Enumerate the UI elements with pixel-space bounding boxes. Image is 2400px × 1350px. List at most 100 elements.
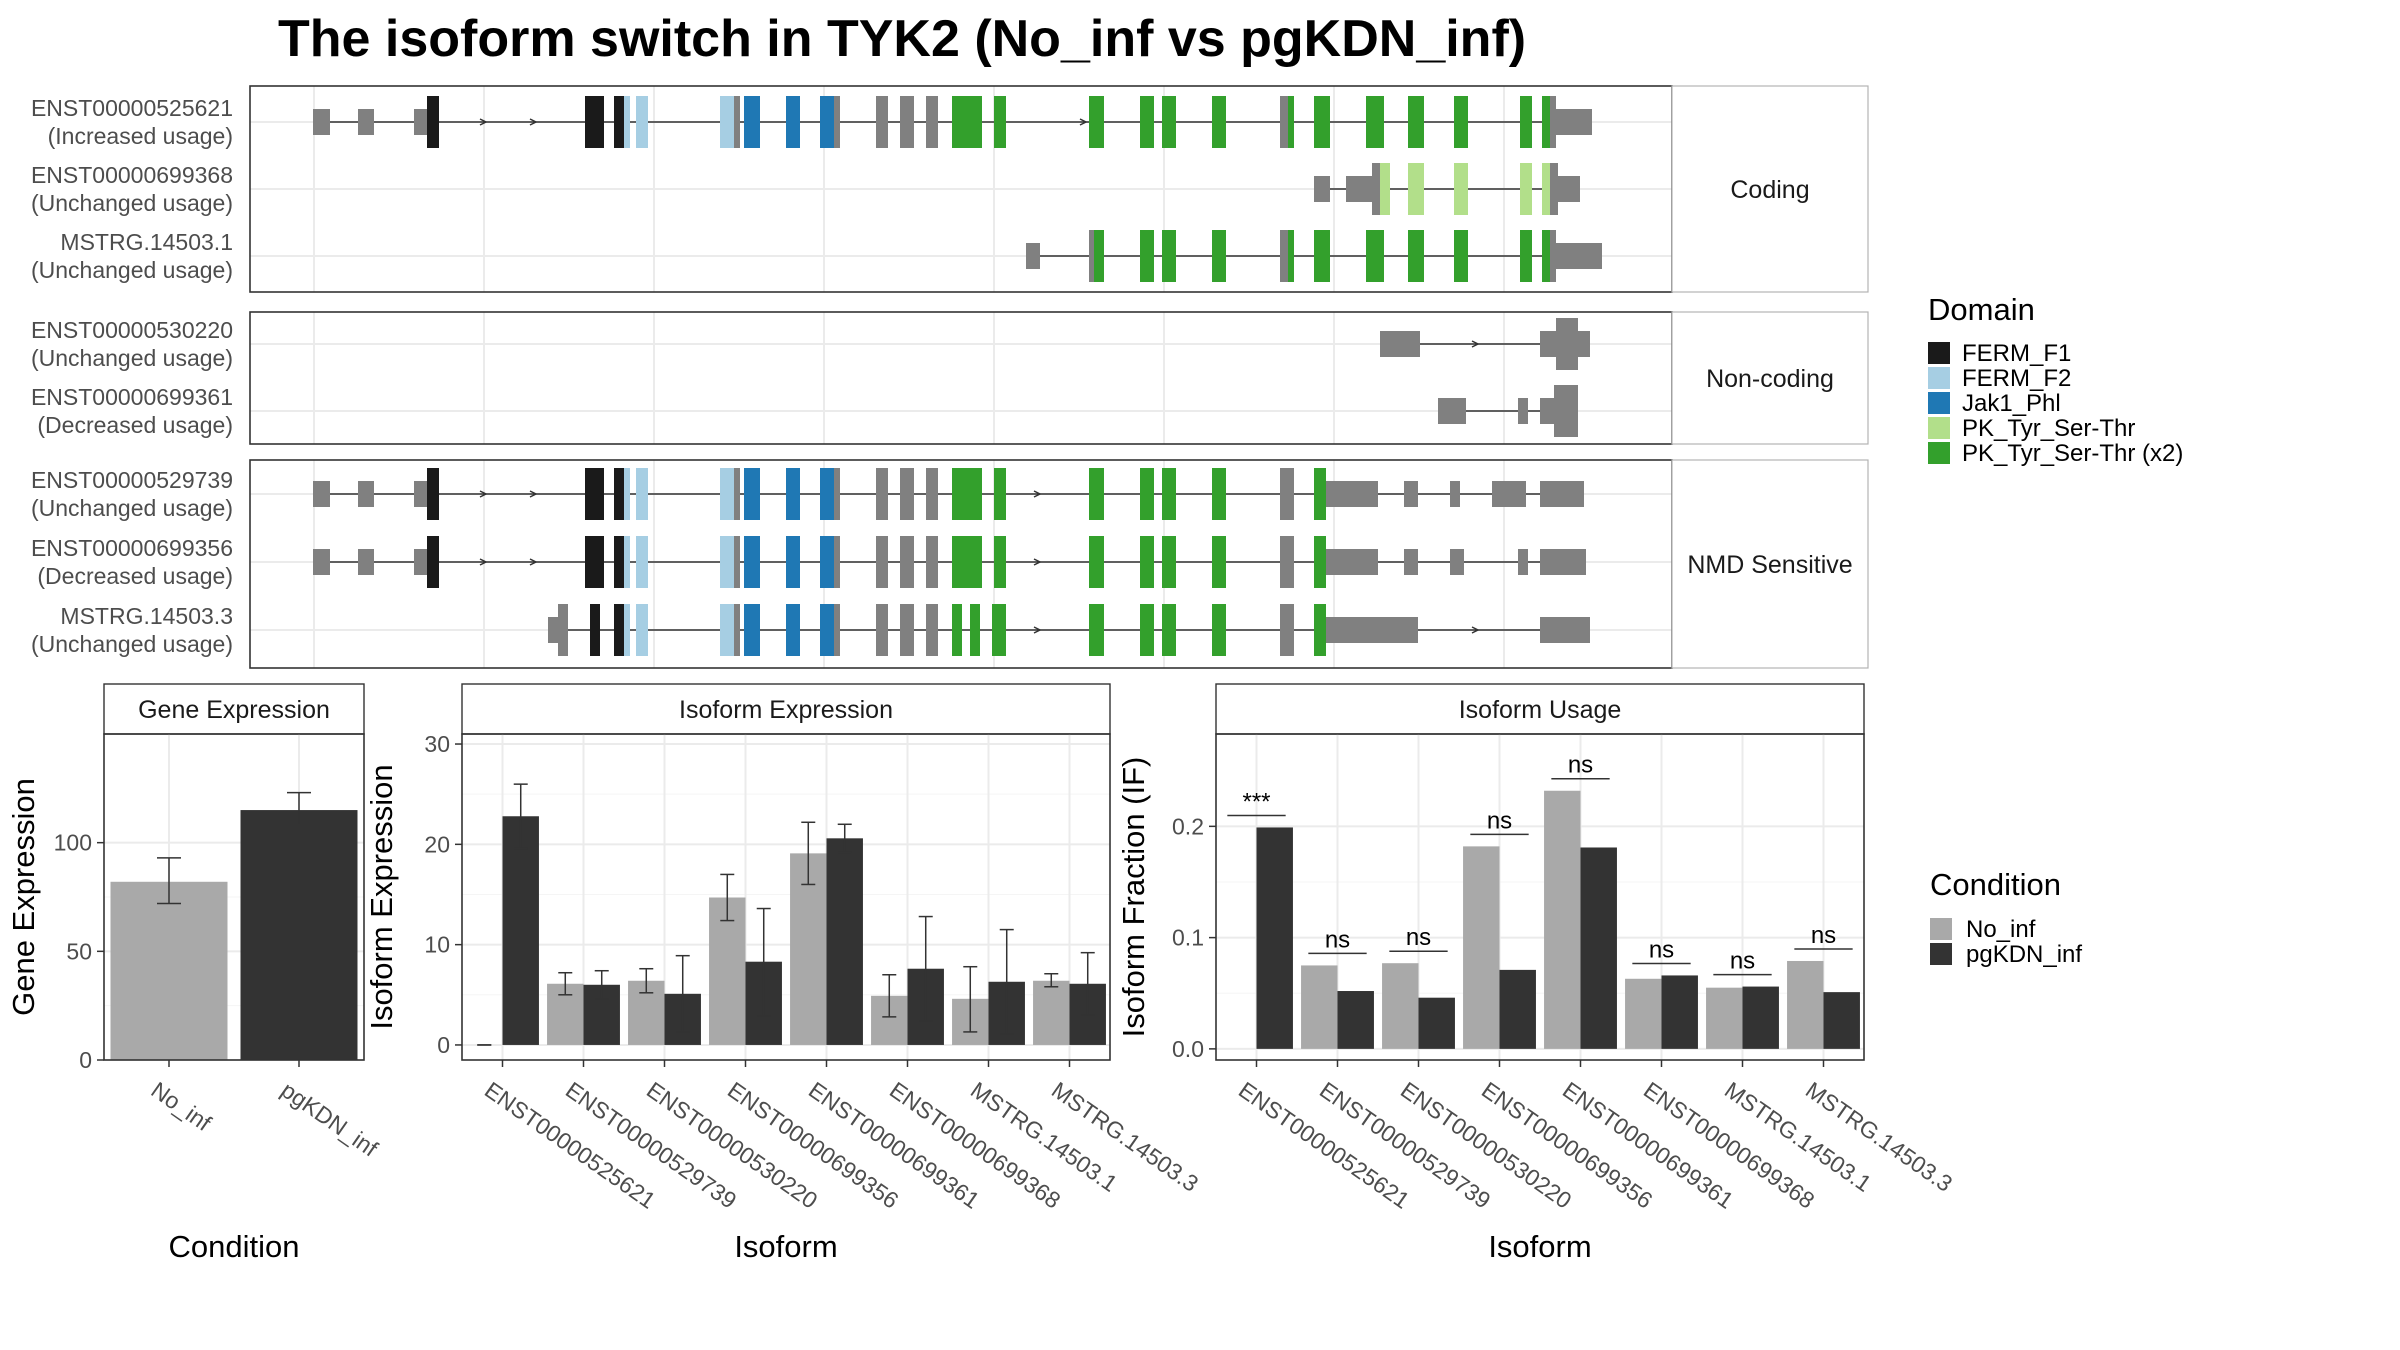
bar — [1706, 987, 1743, 1049]
strand-arrow — [479, 490, 488, 498]
significance-label: ns — [1811, 922, 1836, 949]
bar — [826, 838, 863, 1045]
exon-utr — [1404, 481, 1418, 507]
y-axis-title: Gene Expression — [6, 778, 41, 1016]
bar — [1256, 827, 1293, 1049]
significance-label: *** — [1242, 788, 1270, 815]
exon-domain — [820, 468, 834, 520]
exon-domain — [1212, 230, 1226, 282]
exon-domain — [1454, 163, 1468, 215]
exon-domain — [1162, 96, 1176, 148]
exon-domain — [427, 536, 439, 588]
x-tick-label: No_inf — [146, 1077, 216, 1137]
exon-domain — [786, 468, 800, 520]
exon-domain — [1140, 96, 1154, 148]
exon-utr — [734, 604, 740, 656]
exon-utr — [358, 481, 374, 507]
y-tick-label: 0.2 — [1172, 813, 1204, 839]
legend-item-label: Jak1_Phl — [1962, 390, 2061, 417]
exon-domain — [820, 96, 834, 148]
legend-item-label: FERM_F2 — [1962, 365, 2071, 392]
exon-utr — [1280, 230, 1288, 282]
bar — [709, 897, 746, 1045]
exon-domain — [744, 536, 760, 588]
exon-domain — [1140, 604, 1154, 656]
isoform-usage-label: (Increased usage) — [48, 123, 233, 149]
exon-domain — [1542, 163, 1550, 215]
exon-utr — [1556, 109, 1592, 135]
chart-1: Isoform Expression0102030ENST00000525621… — [364, 683, 1203, 1264]
exon-domain — [1162, 468, 1176, 520]
exon-domain — [624, 536, 630, 588]
exon-domain — [427, 96, 439, 148]
exon-utr — [1556, 243, 1602, 269]
exon-utr — [900, 536, 914, 588]
exon-domain — [1089, 468, 1104, 520]
exon-utr — [1492, 481, 1526, 507]
exon-domain — [786, 96, 800, 148]
exon-domain — [720, 604, 734, 656]
exon-domain — [970, 604, 980, 656]
significance-label: ns — [1487, 807, 1512, 834]
exon-utr — [926, 604, 938, 656]
isoform-label: MSTRG.14503.1 — [60, 229, 233, 255]
exon-domain — [1520, 96, 1532, 148]
x-tick-label: MSTRG.14503.3 — [1047, 1077, 1203, 1197]
isoform-usage-label: (Unchanged usage) — [31, 631, 233, 657]
exon-domain — [1542, 230, 1550, 282]
exon-domain — [614, 96, 624, 148]
isoform-usage-label: (Decreased usage) — [37, 563, 233, 589]
exon-domain — [786, 536, 800, 588]
legend-swatch — [1928, 417, 1950, 439]
significance-label: ns — [1568, 752, 1593, 779]
exon-domain — [952, 468, 982, 520]
isoform-usage-label: (Unchanged usage) — [31, 345, 233, 371]
isoform-usage-label: (Unchanged usage) — [31, 257, 233, 283]
bar — [790, 853, 827, 1045]
exon-domain — [1162, 536, 1176, 588]
exon-domain — [744, 604, 760, 656]
exon-utr — [1540, 549, 1586, 575]
exon-domain — [1314, 604, 1326, 656]
exon-utr — [1518, 549, 1528, 575]
bar — [240, 810, 358, 1060]
chart-panel-border — [1215, 733, 1865, 1061]
exon-utr — [1550, 163, 1558, 215]
exon-domain — [636, 536, 648, 588]
exon-utr — [1280, 604, 1294, 656]
exon-domain — [994, 96, 1006, 148]
exon-domain — [820, 604, 834, 656]
bar — [1742, 986, 1779, 1049]
exon-domain — [744, 468, 760, 520]
exon-domain — [1408, 163, 1424, 215]
legend-item-label: FERM_F1 — [1962, 340, 2071, 367]
isoform-label: ENST00000530220 — [31, 317, 233, 343]
exon-domain — [1408, 230, 1424, 282]
exon-domain — [1089, 96, 1104, 148]
legend-swatch — [1928, 342, 1950, 364]
exon-domain — [1542, 96, 1550, 148]
bar — [1499, 969, 1536, 1049]
legend-item-label: PK_Tyr_Ser-Thr — [1962, 415, 2135, 442]
y-tick-label: 0.1 — [1172, 925, 1204, 951]
strand-arrow — [529, 558, 538, 566]
exon-domain — [720, 96, 734, 148]
chart-panel-border — [103, 733, 365, 1061]
exon-domain — [1089, 536, 1104, 588]
exon-utr — [358, 109, 374, 135]
exon-utr — [414, 549, 427, 575]
exon-domain — [1408, 96, 1424, 148]
exon-utr — [414, 109, 427, 135]
exon-domain — [585, 468, 604, 520]
exon-domain — [1288, 96, 1294, 148]
isoform-label: ENST00000699356 — [31, 535, 233, 561]
strand-arrow — [1471, 340, 1480, 348]
x-tick-label: MSTRG.14503.3 — [1801, 1077, 1957, 1197]
exon-utr — [558, 604, 568, 656]
exon-utr — [548, 617, 558, 643]
transcript-structure-plot: ENST00000525621(Increased usage) ENST0000… — [31, 85, 1869, 669]
structure-panel-0: ENST00000525621(Increased usage) ENST0000… — [31, 85, 1869, 293]
exon-utr — [1280, 468, 1294, 520]
